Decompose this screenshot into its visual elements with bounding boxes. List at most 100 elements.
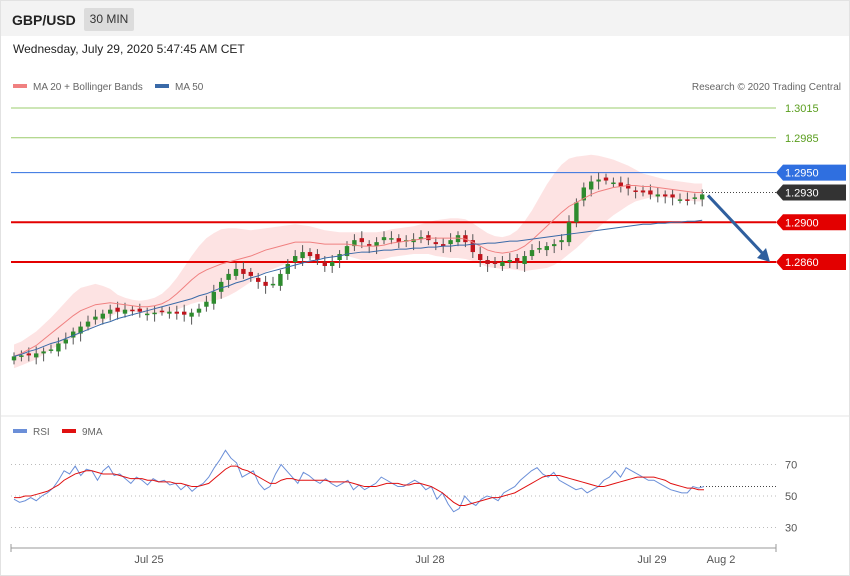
- level-tag-1.2860: [776, 254, 846, 270]
- rsi-tick-50: 50: [785, 491, 797, 503]
- rsi-panel: 70 50 30: [11, 449, 797, 535]
- rsi-ma-legend-swatch: [62, 429, 76, 433]
- candle-body: [441, 244, 446, 247]
- candle-body: [189, 312, 194, 317]
- timeframe-button[interactable]: 30 MIN: [84, 8, 134, 31]
- level-value-1.2985: 1.2985: [785, 133, 819, 145]
- bollinger-band: [14, 154, 703, 369]
- candle-body: [685, 199, 690, 201]
- candle-body: [270, 283, 276, 286]
- forecast-arrow-shaft: [706, 194, 767, 258]
- ma20-legend-swatch: [13, 84, 27, 88]
- candle-body: [285, 263, 290, 274]
- candle-body: [41, 351, 46, 354]
- x-tick-label: Jul 29: [637, 554, 666, 566]
- level-value-1.2950: 1.2950: [785, 168, 819, 180]
- x-tick-label: Aug 2: [707, 554, 736, 566]
- rsi-ma-legend-label: 9MA: [82, 427, 103, 438]
- candle-body: [78, 326, 83, 334]
- candle-body: [559, 240, 564, 243]
- candle-body: [278, 273, 283, 286]
- level-value-1.2900: 1.2900: [785, 217, 819, 229]
- candle-body: [589, 181, 594, 190]
- candle-body: [529, 250, 535, 257]
- candle-body: [492, 262, 498, 264]
- candle-body: [418, 237, 424, 240]
- candle-body: [174, 311, 179, 314]
- level-value-1.2930: 1.2930: [785, 187, 819, 199]
- level-tag-1.2900: [776, 214, 846, 231]
- candle-body: [26, 353, 31, 356]
- candle-body: [389, 238, 394, 240]
- candle-body: [11, 356, 17, 361]
- price-levels: [11, 107, 776, 263]
- candle-body: [433, 242, 438, 245]
- ma20-line: [13, 184, 703, 357]
- candle-body: [233, 268, 239, 276]
- candle-body: [293, 256, 298, 262]
- candle-body: [552, 244, 557, 247]
- candle-body: [515, 258, 520, 262]
- candle-body: [63, 339, 68, 344]
- candle-body: [167, 311, 172, 314]
- rsi-line: [13, 449, 705, 513]
- candle-body: [640, 190, 646, 193]
- candle-body: [241, 268, 246, 274]
- candle-body: [663, 194, 668, 197]
- candle-body: [522, 256, 527, 264]
- forecast-arrow: [706, 194, 770, 262]
- rsi-tick-70: 70: [785, 460, 797, 472]
- rsi-ma-line: [14, 465, 704, 506]
- candle-body: [300, 252, 305, 259]
- candle-body: [700, 194, 705, 200]
- candle-body: [544, 246, 549, 251]
- candle-body: [574, 202, 579, 223]
- candle-body: [655, 194, 660, 197]
- candle-body: [596, 179, 601, 182]
- candle-body: [581, 187, 586, 201]
- candle-body: [374, 242, 379, 247]
- level-value-1.3015: 1.3015: [785, 103, 819, 115]
- candle-body: [226, 273, 231, 280]
- candle-body: [56, 343, 61, 352]
- ma50-legend-label: MA 50: [175, 82, 204, 93]
- candle-body: [315, 254, 320, 261]
- ma20-legend-label: MA 20 + Bollinger Bands: [33, 82, 143, 93]
- level-labels: 1.3015 1.2985 1.2950 1.2930 1.2900 1.2860: [776, 103, 846, 270]
- candle-body: [145, 313, 150, 316]
- candle-body: [211, 291, 216, 304]
- candle-body: [500, 262, 505, 266]
- candle-body: [670, 194, 675, 198]
- candle-body: [470, 240, 475, 253]
- forecast-arrow-head: [757, 248, 770, 262]
- credit-text: Research © 2020 Trading Central: [692, 82, 841, 93]
- candle-body: [648, 190, 653, 195]
- candle-body: [108, 309, 113, 314]
- candle-body: [256, 277, 261, 282]
- candle-body: [537, 248, 542, 250]
- candlesticks: [11, 172, 705, 365]
- rsi-legend-label: RSI: [33, 427, 50, 438]
- candle-body: [566, 222, 572, 243]
- candle-body: [337, 254, 342, 261]
- x-tick-label: Jul 25: [134, 554, 163, 566]
- candle-body: [626, 184, 631, 189]
- candle-body: [19, 355, 24, 357]
- rsi-legend-swatch: [13, 429, 27, 433]
- candle-body: [344, 246, 350, 257]
- candle-body: [611, 182, 616, 185]
- candle-body: [367, 244, 372, 247]
- candle-body: [692, 197, 697, 199]
- candle-body: [182, 311, 187, 315]
- x-tick-label: Jul 28: [415, 554, 444, 566]
- candle-body: [219, 281, 224, 292]
- candle-body: [115, 307, 120, 312]
- candle-body: [85, 321, 91, 327]
- ma50-line: [13, 219, 703, 357]
- candle-body: [100, 313, 105, 319]
- level-value-1.2860: 1.2860: [785, 257, 819, 269]
- candle-body: [93, 316, 98, 320]
- candle-body: [603, 177, 609, 181]
- candle-body: [381, 237, 387, 241]
